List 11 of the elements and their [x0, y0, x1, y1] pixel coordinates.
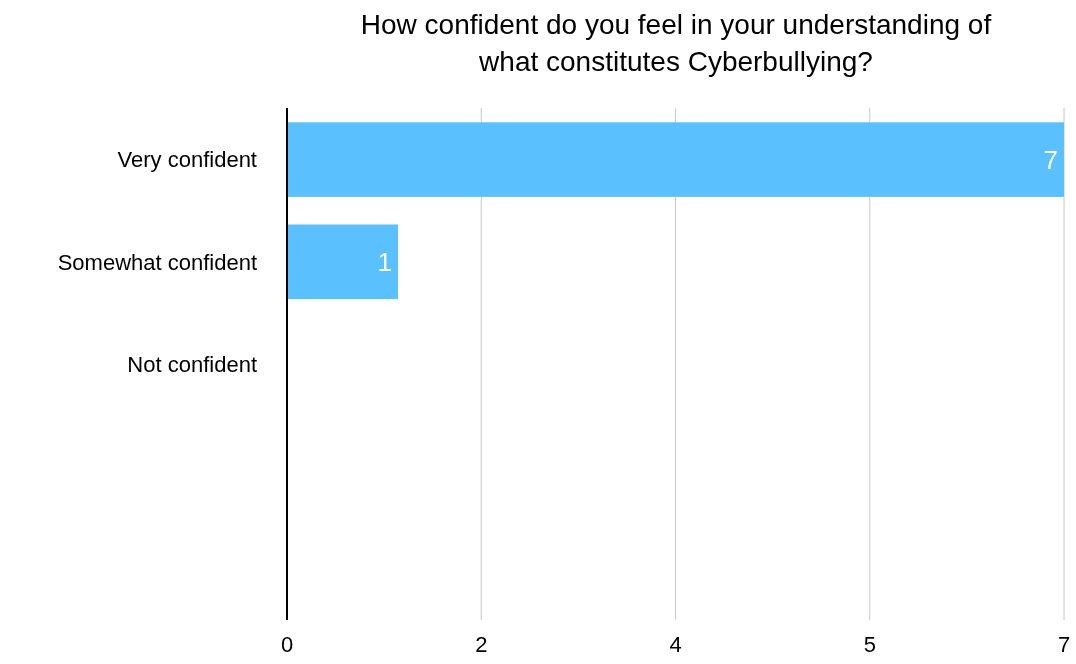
data-label: 1: [377, 246, 392, 277]
x-tick-label: 4: [669, 632, 682, 657]
x-tick-label: 5: [863, 632, 876, 657]
y-tick-label: Very confident: [117, 147, 257, 173]
y-tick-label: Somewhat confident: [57, 249, 257, 275]
x-tick-label: 2: [475, 632, 488, 657]
chart-title: How confident do you feel in your understanding of what constitutes Cyberbullying?: [360, 9, 992, 77]
x-tick-label: 7: [1057, 632, 1071, 657]
y-tick-label: Not confident: [127, 351, 257, 377]
x-tick-label: 0: [280, 632, 294, 657]
data-label: 7: [1043, 144, 1058, 175]
